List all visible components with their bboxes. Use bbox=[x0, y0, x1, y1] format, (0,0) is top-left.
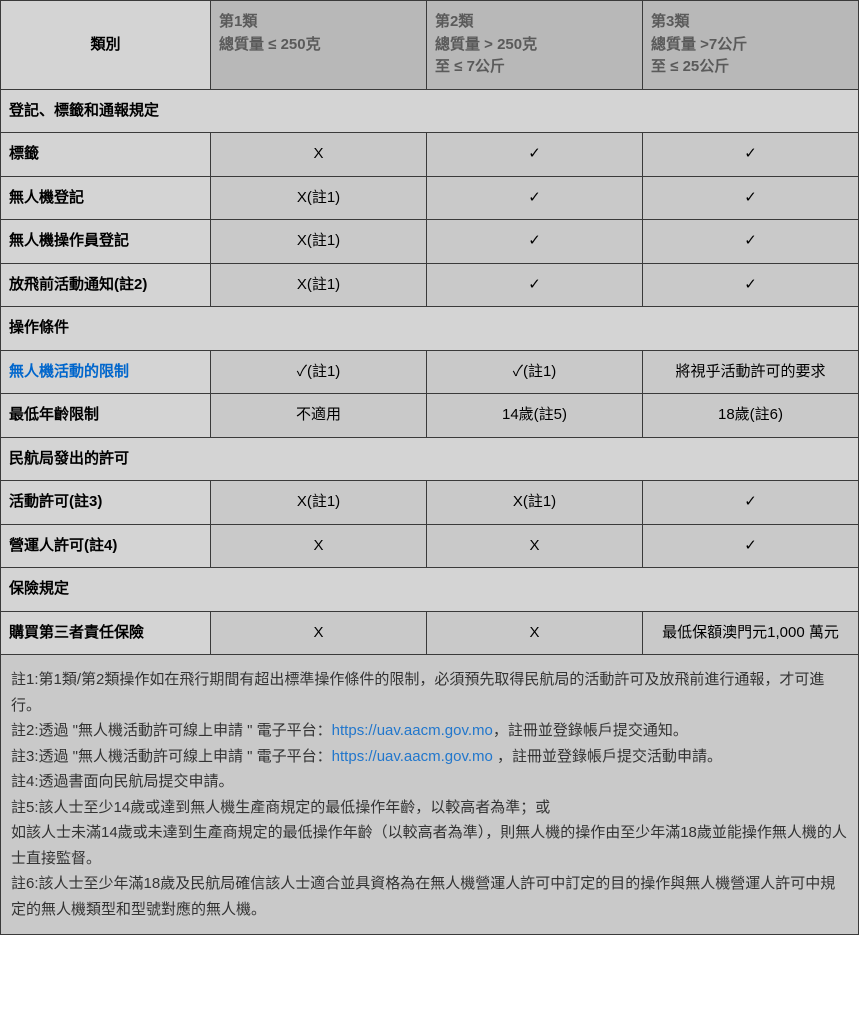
header-col2-line1: 第2類 bbox=[435, 13, 473, 30]
row-label: 最低年齡限制 bbox=[1, 394, 211, 438]
row-label: 營運人許可(註4) bbox=[1, 524, 211, 568]
row-label: 標籤 bbox=[1, 133, 211, 177]
table-row: 活動許可(註3) X(註1) X(註1) ✓ bbox=[1, 481, 859, 525]
header-col3-line3: 至 ≤ 25公斤 bbox=[651, 58, 729, 75]
note-2-link[interactable]: https://uav.aacm.gov.mo bbox=[332, 722, 493, 739]
cell: ✓ bbox=[643, 176, 859, 220]
row-label: 購買第三者責任保險 bbox=[1, 611, 211, 655]
cell: X(註1) bbox=[211, 176, 427, 220]
notes-cell: 註1:第1類/第2類操作如在飛行期間有超出標準操作條件的限制，必須預先取得民航局… bbox=[1, 655, 859, 935]
cell: ✓ bbox=[643, 133, 859, 177]
note-2-suffix: ，註冊並登錄帳戶提交通知。 bbox=[493, 722, 688, 739]
cell: ✓ bbox=[427, 176, 643, 220]
row-label: 放飛前活動通知(註2) bbox=[1, 263, 211, 307]
table-row: 最低年齡限制 不適用 14歲(註5) 18歲(註6) bbox=[1, 394, 859, 438]
section-header-insurance: 保險規定 bbox=[1, 568, 859, 612]
table-row: 民航局發出的許可 bbox=[1, 437, 859, 481]
notes-row: 註1:第1類/第2類操作如在飛行期間有超出標準操作條件的限制，必須預先取得民航局… bbox=[1, 655, 859, 935]
section-header-operation: 操作條件 bbox=[1, 307, 859, 351]
cell: ✓(註1) bbox=[427, 350, 643, 394]
cell: 將視乎活動許可的要求 bbox=[643, 350, 859, 394]
cell: ✓ bbox=[427, 263, 643, 307]
note-3-prefix: 註3:透過 "無人機活動許可線上申請 " 電子平台： bbox=[11, 748, 332, 765]
cell: ✓(註1) bbox=[211, 350, 427, 394]
cell: ✓ bbox=[643, 524, 859, 568]
cell: 最低保額澳門元1,000 萬元 bbox=[643, 611, 859, 655]
header-col2-line2: 總質量 > 250克 bbox=[435, 36, 537, 53]
note-5: 註5:該人士至少14歲或達到無人機生產商規定的最低操作年齡，以較高者為準；或 bbox=[11, 799, 550, 816]
table-row: 營運人許可(註4) X X ✓ bbox=[1, 524, 859, 568]
cell: X bbox=[211, 133, 427, 177]
cell: 18歲(註6) bbox=[643, 394, 859, 438]
note-4: 註4:透過書面向民航局提交申請。 bbox=[11, 773, 234, 790]
drone-regulation-table: 類別 第1類 總質量 ≤ 250克 第2類 總質量 > 250克 至 ≤ 7公斤… bbox=[0, 0, 859, 935]
note-5b: 如該人士未滿14歲或未達到生產商規定的最低操作年齡（以較高者為準），則無人機的操… bbox=[11, 824, 847, 867]
note-2-prefix: 註2:透過 "無人機活動許可線上申請 " 電子平台： bbox=[11, 722, 332, 739]
cell: X(註1) bbox=[427, 481, 643, 525]
row-label: 無人機操作員登記 bbox=[1, 220, 211, 264]
cell: ✓ bbox=[643, 263, 859, 307]
table-row: 無人機活動的限制 ✓(註1) ✓(註1) 將視乎活動許可的要求 bbox=[1, 350, 859, 394]
cell: X(註1) bbox=[211, 481, 427, 525]
section-header-registration: 登記、標籤和通報規定 bbox=[1, 89, 859, 133]
cell: X bbox=[427, 611, 643, 655]
header-col1-line2: 總質量 ≤ 250克 bbox=[219, 36, 321, 53]
table-row: 標籤 X ✓ ✓ bbox=[1, 133, 859, 177]
note-3-link[interactable]: https://uav.aacm.gov.mo bbox=[332, 748, 493, 765]
cell: ✓ bbox=[643, 220, 859, 264]
note-6: 註6:該人士至少年滿18歲及民航局確信該人士適合並具資格為在無人機營運人許可中訂… bbox=[11, 875, 835, 918]
table-row: 操作條件 bbox=[1, 307, 859, 351]
cell: X bbox=[427, 524, 643, 568]
header-col3-line2: 總質量 >7公斤 bbox=[651, 36, 747, 53]
cell: 14歲(註5) bbox=[427, 394, 643, 438]
table-row: 無人機操作員登記 X(註1) ✓ ✓ bbox=[1, 220, 859, 264]
note-1: 註1:第1類/第2類操作如在飛行期間有超出標準操作條件的限制，必須預先取得民航局… bbox=[11, 671, 824, 714]
row-label: 無人機登記 bbox=[1, 176, 211, 220]
header-col1-line1: 第1類 bbox=[219, 13, 257, 30]
row-label: 無人機活動的限制 bbox=[1, 350, 211, 394]
drone-activity-limit-link[interactable]: 無人機活動的限制 bbox=[9, 363, 129, 380]
row-label: 活動許可(註3) bbox=[1, 481, 211, 525]
cell: ✓ bbox=[427, 220, 643, 264]
table-row: 放飛前活動通知(註2) X(註1) ✓ ✓ bbox=[1, 263, 859, 307]
cell: ✓ bbox=[427, 133, 643, 177]
table-row: 登記、標籤和通報規定 bbox=[1, 89, 859, 133]
cell: X bbox=[211, 611, 427, 655]
cell: 不適用 bbox=[211, 394, 427, 438]
cell: X bbox=[211, 524, 427, 568]
header-col1: 第1類 總質量 ≤ 250克 bbox=[211, 1, 427, 90]
header-col3: 第3類 總質量 >7公斤 至 ≤ 25公斤 bbox=[643, 1, 859, 90]
cell: ✓ bbox=[643, 481, 859, 525]
table-row: 無人機登記 X(註1) ✓ ✓ bbox=[1, 176, 859, 220]
cell: X(註1) bbox=[211, 220, 427, 264]
header-category: 類別 bbox=[1, 1, 211, 90]
note-3-suffix: ，註冊並登錄帳戶提交活動申請。 bbox=[493, 748, 722, 765]
table-row: 購買第三者責任保險 X X 最低保額澳門元1,000 萬元 bbox=[1, 611, 859, 655]
section-header-permit: 民航局發出的許可 bbox=[1, 437, 859, 481]
cell: X(註1) bbox=[211, 263, 427, 307]
header-row: 類別 第1類 總質量 ≤ 250克 第2類 總質量 > 250克 至 ≤ 7公斤… bbox=[1, 1, 859, 90]
header-col2-line3: 至 ≤ 7公斤 bbox=[435, 58, 505, 75]
table-row: 保險規定 bbox=[1, 568, 859, 612]
header-col3-line1: 第3類 bbox=[651, 13, 689, 30]
header-col2: 第2類 總質量 > 250克 至 ≤ 7公斤 bbox=[427, 1, 643, 90]
